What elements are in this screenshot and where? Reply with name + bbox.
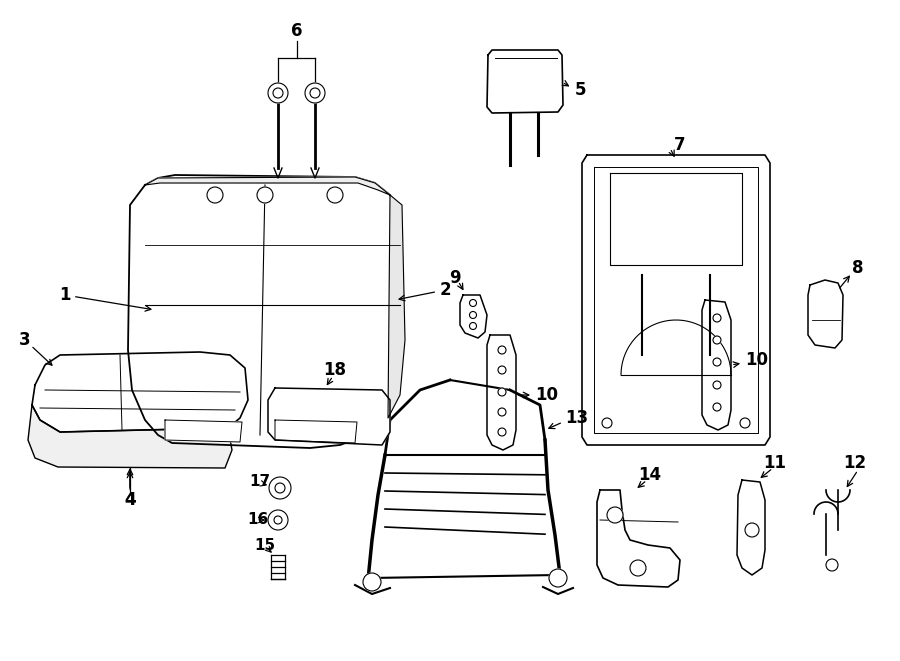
Circle shape [607,507,623,523]
Circle shape [257,187,273,203]
Circle shape [745,523,759,537]
Circle shape [327,187,343,203]
Polygon shape [275,420,357,443]
Circle shape [305,83,325,103]
Polygon shape [702,300,731,430]
Text: 3: 3 [19,331,31,349]
Circle shape [268,510,288,530]
Text: 18: 18 [323,361,346,379]
Text: 2: 2 [439,281,451,299]
Circle shape [275,483,285,493]
Circle shape [470,323,476,329]
Polygon shape [388,195,405,418]
Circle shape [713,381,721,389]
Text: 12: 12 [843,454,867,472]
Circle shape [713,358,721,366]
Polygon shape [268,388,390,445]
Circle shape [498,346,506,354]
Circle shape [268,83,288,103]
Text: 1: 1 [59,286,71,304]
Polygon shape [487,50,563,113]
Circle shape [713,403,721,411]
Text: 17: 17 [249,475,271,490]
Circle shape [602,418,612,428]
Circle shape [273,88,283,98]
Text: 11: 11 [763,454,787,472]
Text: 14: 14 [638,466,662,484]
Polygon shape [737,480,765,575]
Circle shape [713,314,721,322]
Circle shape [269,477,291,499]
Circle shape [470,311,476,319]
Polygon shape [808,280,843,348]
Circle shape [630,560,646,576]
Circle shape [363,573,381,591]
Text: 6: 6 [291,22,302,40]
Polygon shape [165,420,242,442]
Circle shape [470,299,476,307]
Polygon shape [128,175,402,448]
Circle shape [498,366,506,374]
Text: 7: 7 [674,136,686,154]
Text: 13: 13 [565,409,588,427]
Polygon shape [460,295,487,338]
Text: 4: 4 [124,491,136,509]
Polygon shape [597,490,680,587]
Circle shape [274,516,282,524]
Polygon shape [145,177,390,195]
Text: 16: 16 [248,512,268,527]
Text: 15: 15 [255,537,275,553]
Circle shape [310,88,320,98]
Text: 8: 8 [852,259,864,277]
Text: 4: 4 [124,491,136,509]
Circle shape [549,569,567,587]
Polygon shape [582,155,770,445]
Circle shape [498,428,506,436]
Circle shape [207,187,223,203]
Polygon shape [487,335,516,450]
Text: 9: 9 [449,269,461,287]
Text: 10: 10 [535,386,558,404]
Circle shape [740,418,750,428]
Polygon shape [32,352,248,432]
Circle shape [826,559,838,571]
Circle shape [713,336,721,344]
Circle shape [498,408,506,416]
Text: 5: 5 [574,81,586,99]
Text: 10: 10 [745,351,768,369]
Polygon shape [28,405,232,468]
Circle shape [498,388,506,396]
